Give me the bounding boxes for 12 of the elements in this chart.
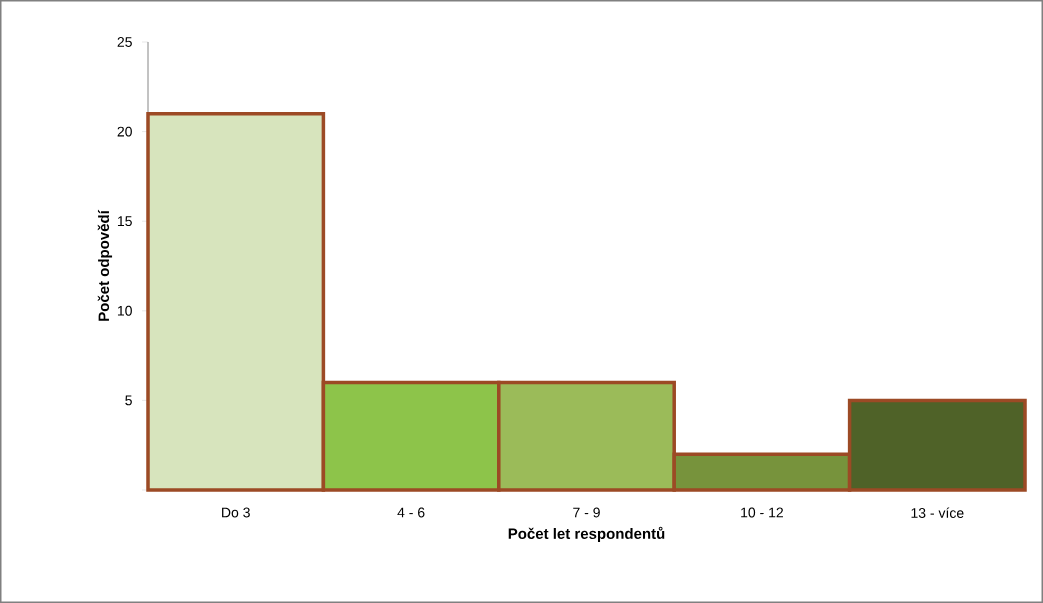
x-tick-label: 7 - 9 bbox=[573, 507, 600, 518]
x-axis-title: Počet let respondentů bbox=[508, 526, 665, 542]
x-tick-label: 10 - 12 bbox=[741, 507, 783, 518]
x-tick-label: Do 3 bbox=[222, 507, 250, 518]
y-tick-label: 10 bbox=[117, 305, 132, 316]
y-axis-title: Počet odpovědí bbox=[97, 209, 113, 321]
x-tick-label: 13 - více bbox=[911, 507, 964, 518]
y-tick-label: 25 bbox=[117, 37, 132, 47]
y-tick-label: 15 bbox=[117, 216, 132, 227]
y-tick-label: 5 bbox=[125, 395, 132, 406]
y-tick-label: 20 bbox=[117, 126, 132, 137]
x-tick-label: 4 - 6 bbox=[397, 507, 425, 518]
